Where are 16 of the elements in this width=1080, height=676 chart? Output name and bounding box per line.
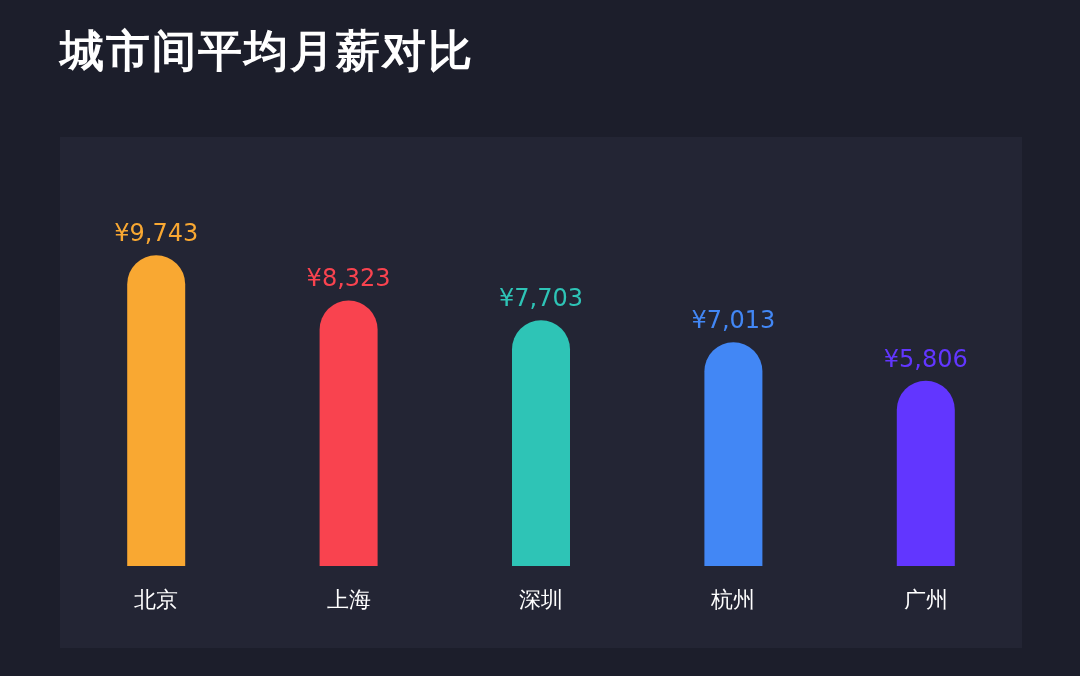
data-label: ¥9,743	[114, 219, 199, 248]
x-tick-label: 上海	[326, 586, 371, 612]
x-tick-label: 北京	[134, 586, 179, 612]
bar	[512, 320, 570, 566]
bar	[319, 300, 378, 566]
x-tick-label: 广州	[903, 586, 948, 612]
x-tick-label: 杭州	[710, 586, 756, 612]
bar	[127, 255, 186, 566]
x-tick-label: 深圳	[519, 586, 563, 612]
data-label: ¥7,703	[499, 284, 583, 313]
data-label: ¥5,806	[883, 344, 968, 373]
data-label: ¥8,323	[306, 264, 391, 293]
bar	[704, 342, 763, 566]
data-label: ¥7,013	[691, 306, 776, 335]
chart-title: 城市间平均月薪对比	[60, 24, 474, 78]
bar	[896, 380, 955, 566]
